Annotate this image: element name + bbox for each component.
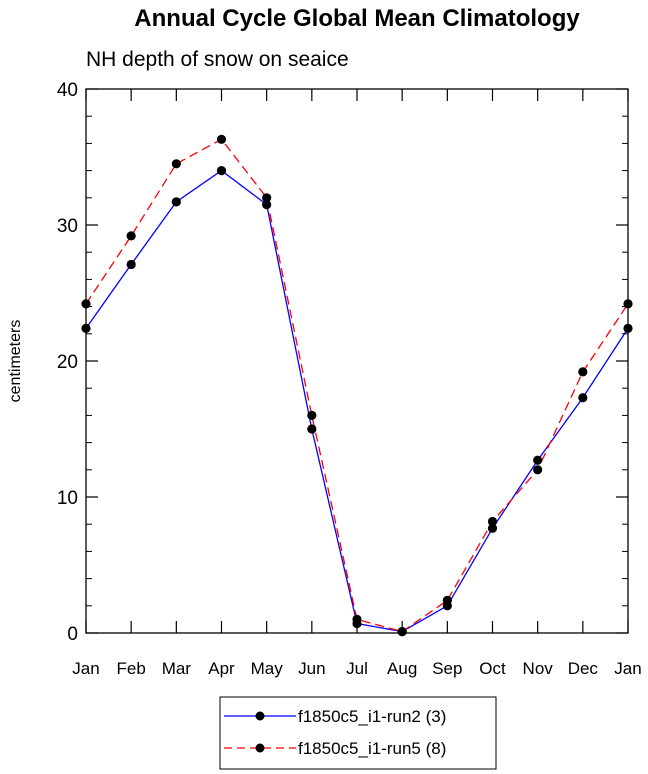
- x-tick-label: Aug: [387, 659, 417, 678]
- x-tick-label: Dec: [568, 659, 599, 678]
- data-point: [262, 200, 272, 210]
- x-tick-label: Nov: [523, 659, 554, 678]
- y-tick-label: 0: [67, 624, 78, 645]
- y-tick-label: 30: [57, 216, 78, 237]
- legend-label-run2: f1850c5_i1-run2 (3): [298, 707, 446, 726]
- data-point: [126, 231, 136, 241]
- data-point: [307, 424, 317, 434]
- data-point: [442, 595, 452, 605]
- x-tick-label: Jan: [72, 659, 99, 678]
- data-point: [578, 367, 588, 377]
- legend: f1850c5_i1-run2 (3) f1850c5_i1-run5 (8): [219, 696, 497, 770]
- x-tick-label: Jul: [346, 659, 368, 678]
- y-axis-label: centimeters: [7, 320, 24, 403]
- data-point: [487, 523, 498, 533]
- ticks-layer: 0 10 20 30 40 Jan Feb Mar Apr May Jun Jul Aug Sep Oct N…: [57, 80, 642, 678]
- data-point: [262, 193, 272, 203]
- y-tick-label: 10: [57, 488, 78, 509]
- data-point: [126, 259, 136, 270]
- data-point: [216, 166, 227, 176]
- data-point: [487, 516, 498, 527]
- chart-title: Annual Cycle Global Mean Climatology: [134, 5, 580, 32]
- x-tick-label: Oct: [479, 659, 506, 678]
- data-point: [578, 393, 588, 403]
- data-point: [171, 159, 181, 169]
- series-line-0: [85, 169, 629, 633]
- x-tick-label: May: [251, 659, 284, 678]
- legend-marker-run5: [255, 743, 265, 753]
- series-line-1: [85, 138, 629, 633]
- x-tick-label: Jun: [298, 659, 325, 678]
- data-point: [533, 455, 543, 465]
- chart-subtitle: NH depth of snow on seaice: [86, 48, 349, 71]
- data-point: [171, 197, 181, 207]
- data-point: [352, 614, 362, 625]
- y-tick-label: 40: [57, 80, 78, 101]
- y-tick-label: 20: [57, 352, 78, 373]
- data-point: [533, 465, 543, 475]
- x-tick-label: Apr: [208, 659, 235, 678]
- x-tick-label: Mar: [162, 659, 192, 678]
- series-layer: [81, 134, 633, 637]
- legend-marker-run2: [255, 711, 265, 721]
- data-point: [307, 410, 317, 420]
- x-tick-label: Jan: [614, 659, 641, 678]
- x-tick-label: Feb: [117, 659, 146, 678]
- legend-box: [219, 696, 497, 770]
- legend-label-run5: f1850c5_i1-run5 (8): [298, 739, 446, 758]
- plot-frame: [85, 88, 629, 634]
- x-tick-label: Sep: [432, 659, 462, 678]
- data-point: [216, 134, 227, 144]
